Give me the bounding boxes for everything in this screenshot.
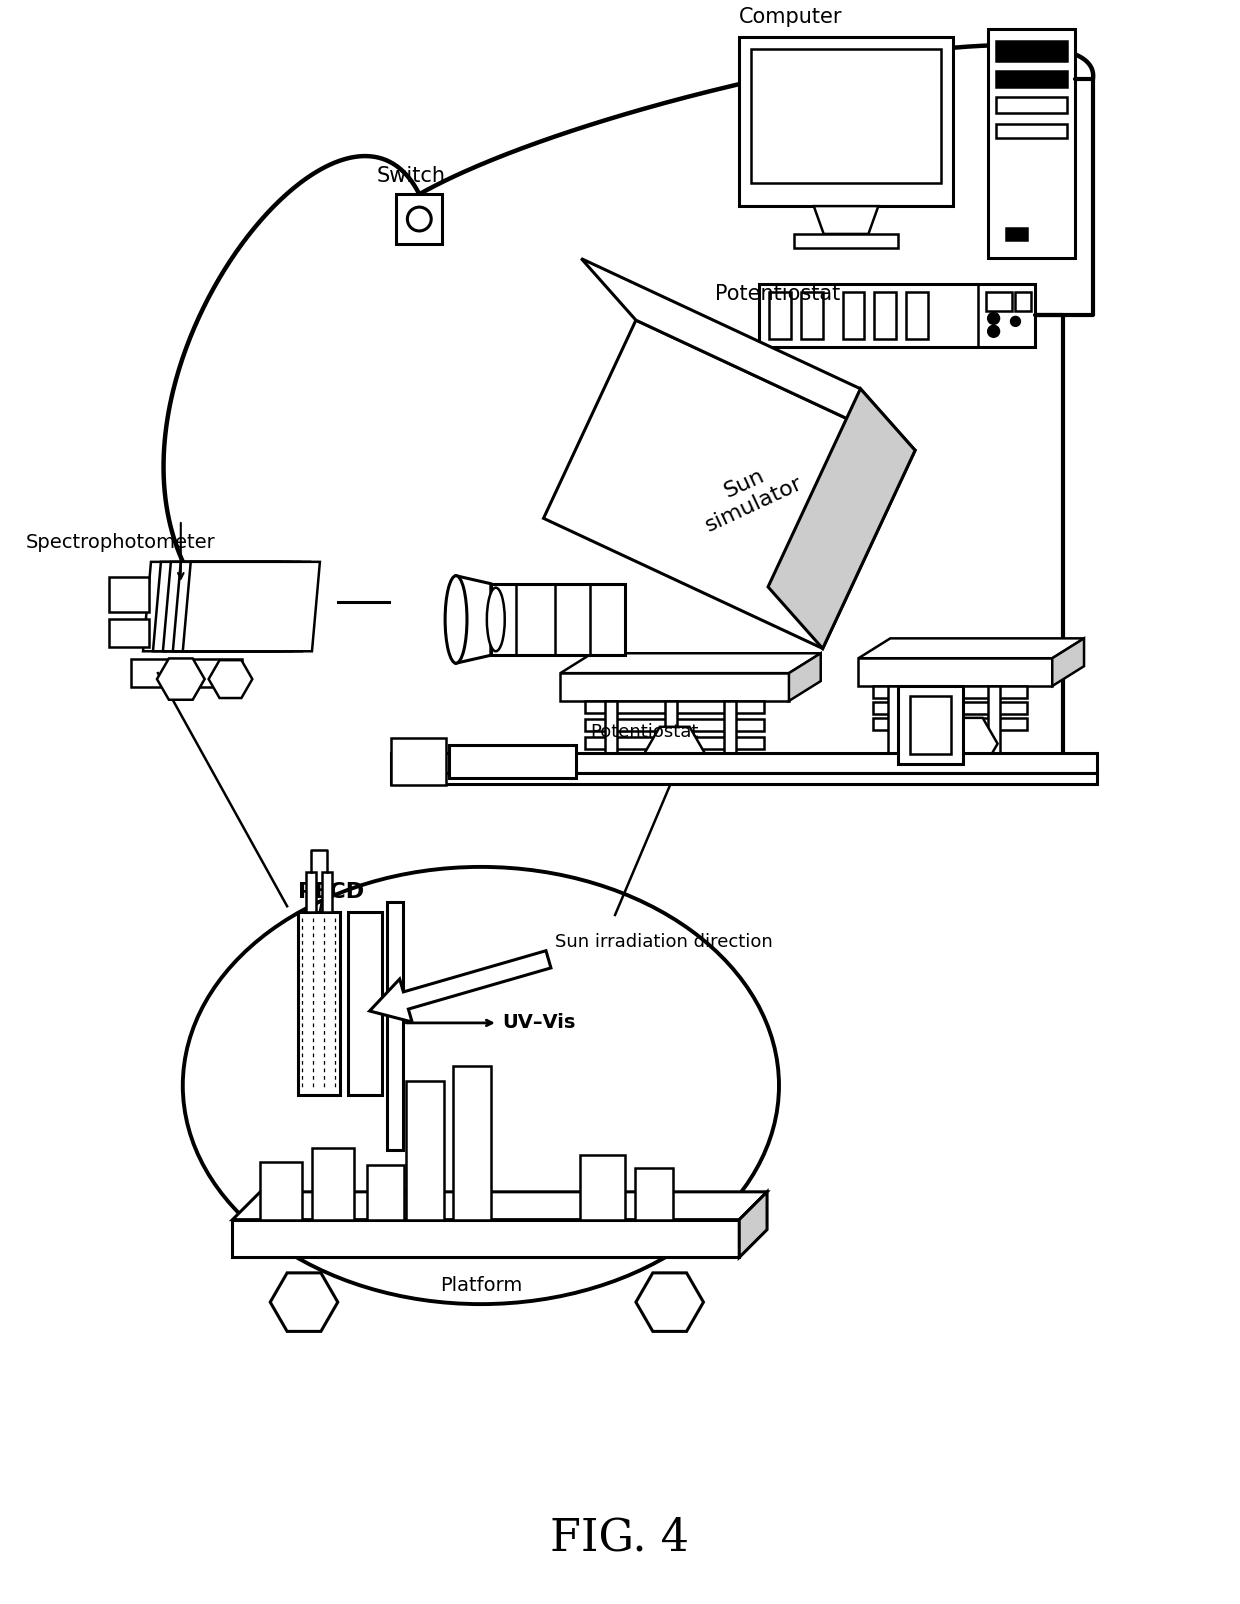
Text: Potentiostat: Potentiostat bbox=[590, 723, 698, 741]
Polygon shape bbox=[858, 638, 1084, 658]
Bar bbox=[987, 29, 1075, 258]
Bar bbox=[109, 619, 149, 648]
Text: Computer: Computer bbox=[739, 8, 843, 27]
Bar bbox=[449, 744, 577, 778]
Bar bbox=[996, 71, 1068, 87]
Polygon shape bbox=[157, 659, 205, 699]
Bar bbox=[858, 658, 1053, 687]
Text: FIG. 4: FIG. 4 bbox=[551, 1516, 689, 1559]
Bar bbox=[898, 687, 962, 764]
Bar bbox=[298, 911, 340, 1096]
Polygon shape bbox=[789, 653, 821, 701]
Polygon shape bbox=[636, 1274, 703, 1331]
Text: Platform: Platform bbox=[440, 1277, 522, 1296]
Polygon shape bbox=[543, 321, 915, 648]
Circle shape bbox=[987, 313, 999, 324]
Bar bbox=[801, 292, 822, 340]
Bar bbox=[392, 773, 1097, 784]
Text: UV–Vis: UV–Vis bbox=[502, 1014, 577, 1033]
Ellipse shape bbox=[182, 866, 779, 1304]
Polygon shape bbox=[768, 388, 915, 648]
Bar bbox=[605, 701, 618, 775]
Text: Switch: Switch bbox=[377, 167, 445, 186]
Bar bbox=[873, 703, 1028, 714]
Polygon shape bbox=[153, 561, 290, 651]
Polygon shape bbox=[143, 561, 280, 651]
Bar bbox=[387, 901, 403, 1150]
Circle shape bbox=[987, 326, 999, 337]
Polygon shape bbox=[560, 653, 821, 674]
Bar bbox=[397, 194, 443, 244]
Bar bbox=[585, 736, 764, 749]
Text: PECD: PECD bbox=[298, 882, 365, 901]
Bar bbox=[996, 124, 1068, 138]
Bar bbox=[759, 284, 1035, 346]
Bar bbox=[1016, 292, 1032, 311]
FancyArrow shape bbox=[370, 951, 551, 1022]
Bar bbox=[906, 292, 928, 340]
Bar bbox=[367, 1165, 404, 1219]
Polygon shape bbox=[270, 1274, 337, 1331]
Polygon shape bbox=[172, 561, 310, 651]
Bar bbox=[232, 1219, 739, 1258]
Text: Sun irradiation direction: Sun irradiation direction bbox=[556, 934, 774, 951]
Bar bbox=[109, 577, 149, 611]
Bar bbox=[585, 719, 764, 731]
Bar bbox=[794, 234, 898, 249]
Bar bbox=[996, 96, 1068, 112]
Text: Sun
simulator: Sun simulator bbox=[692, 452, 806, 536]
Bar bbox=[407, 1081, 444, 1219]
Polygon shape bbox=[582, 258, 915, 451]
Circle shape bbox=[1011, 316, 1021, 326]
Text: Spectrophotometer: Spectrophotometer bbox=[26, 533, 216, 552]
Bar bbox=[306, 873, 316, 911]
Bar bbox=[260, 1161, 303, 1219]
Polygon shape bbox=[1053, 638, 1084, 687]
Polygon shape bbox=[162, 561, 300, 651]
Bar bbox=[580, 1155, 625, 1219]
Polygon shape bbox=[937, 719, 998, 770]
Bar bbox=[392, 752, 1097, 773]
Polygon shape bbox=[456, 576, 491, 662]
Bar bbox=[769, 292, 791, 340]
Bar bbox=[322, 873, 332, 911]
Polygon shape bbox=[739, 1192, 768, 1258]
Bar bbox=[560, 674, 789, 701]
Text: Potentiostat: Potentiostat bbox=[715, 284, 841, 303]
Polygon shape bbox=[232, 1192, 768, 1219]
Bar bbox=[665, 701, 677, 775]
Bar bbox=[585, 701, 764, 712]
Bar bbox=[874, 292, 897, 340]
Bar bbox=[910, 696, 951, 754]
Bar bbox=[635, 1168, 672, 1219]
Bar bbox=[131, 659, 176, 687]
Bar bbox=[937, 687, 950, 755]
Bar bbox=[996, 42, 1068, 61]
Bar bbox=[888, 687, 900, 755]
Bar bbox=[453, 1065, 491, 1219]
Bar bbox=[1006, 228, 1028, 241]
Polygon shape bbox=[208, 661, 253, 698]
Polygon shape bbox=[645, 727, 704, 778]
Bar bbox=[873, 687, 1028, 698]
Polygon shape bbox=[813, 205, 878, 234]
Bar bbox=[751, 50, 941, 183]
Bar bbox=[724, 701, 737, 775]
Bar bbox=[843, 292, 864, 340]
Polygon shape bbox=[182, 561, 320, 651]
Bar bbox=[312, 1148, 353, 1219]
Bar bbox=[491, 584, 625, 656]
Bar bbox=[987, 687, 999, 755]
Ellipse shape bbox=[487, 587, 505, 651]
Bar bbox=[986, 292, 1012, 311]
Bar bbox=[392, 738, 446, 786]
Ellipse shape bbox=[445, 576, 467, 662]
Bar bbox=[739, 37, 952, 205]
Bar bbox=[191, 659, 242, 687]
Bar bbox=[347, 911, 382, 1096]
Bar bbox=[873, 719, 1028, 730]
